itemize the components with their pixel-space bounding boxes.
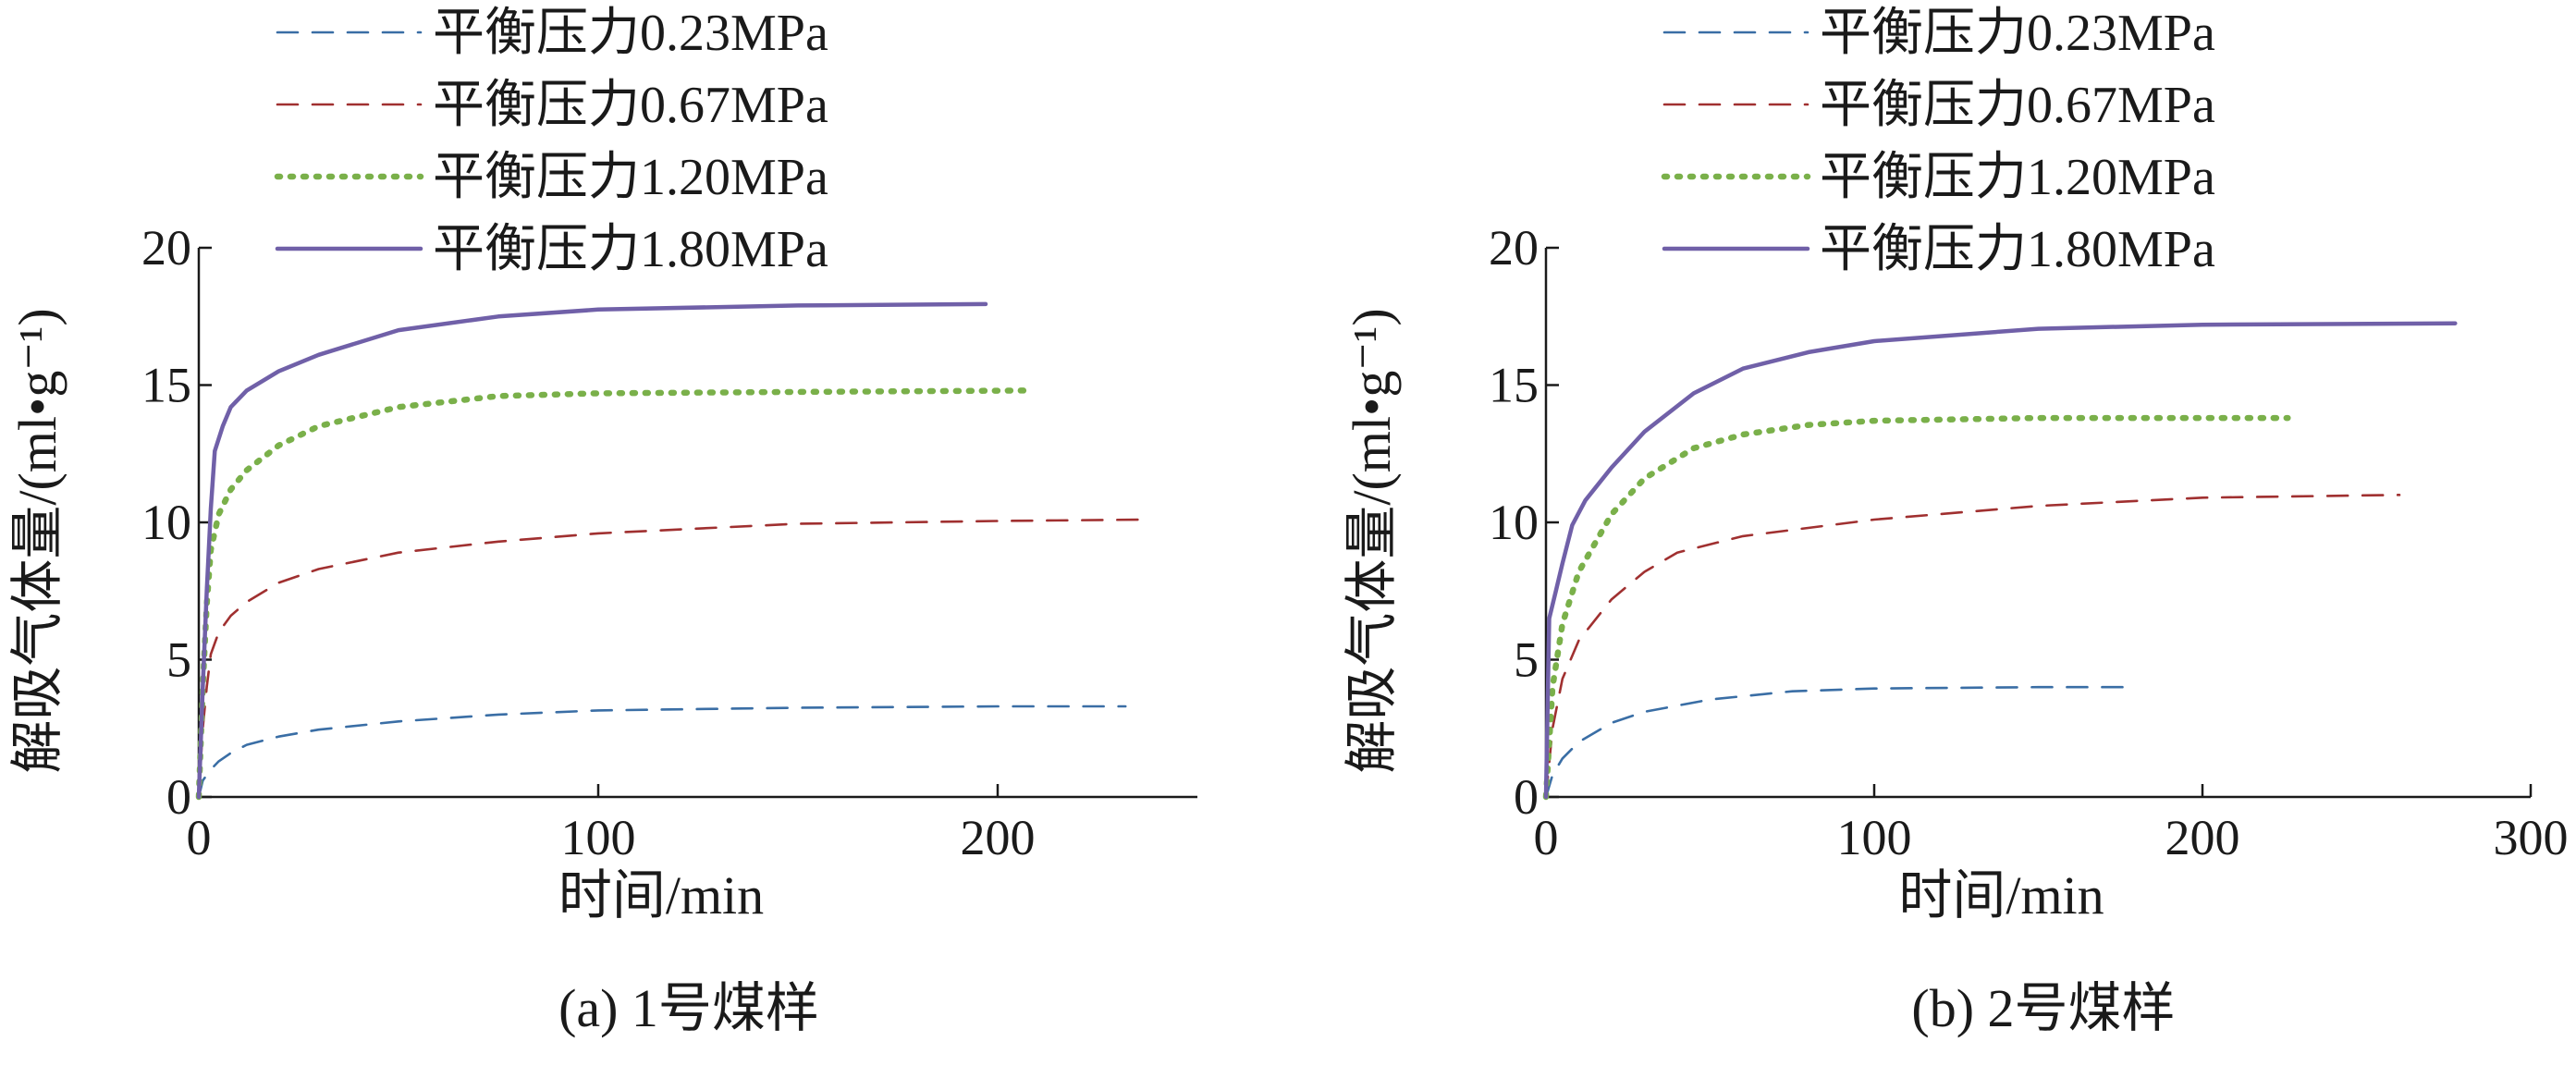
x-tick-label: 100 xyxy=(561,810,636,865)
series-line-2 xyxy=(197,518,1143,799)
legend-label-3: 平衡压力1.20MPa xyxy=(1820,149,2215,206)
x-tick-label: 0 xyxy=(187,810,212,865)
x-tick-label: 0 xyxy=(1534,810,1559,865)
x-tick-label: 100 xyxy=(1837,810,1912,865)
legend-label-1: 平衡压力0.23MPa xyxy=(433,5,828,62)
legend-label-2: 平衡压力0.67MPa xyxy=(1820,77,2215,134)
y-tick-label: 15 xyxy=(1489,358,1539,413)
legend-label-2: 平衡压力0.67MPa xyxy=(433,77,828,134)
x-tick-label: 200 xyxy=(961,810,1036,865)
chart-caption: (a) 1号煤样 xyxy=(558,978,819,1038)
y-tick-label: 5 xyxy=(1514,632,1539,688)
y-tick-label: 5 xyxy=(166,632,191,688)
series-line-2 xyxy=(1544,494,2401,799)
y-tick-label: 15 xyxy=(141,358,191,413)
legend-label-4: 平衡压力1.80MPa xyxy=(433,221,828,278)
legend-label-1: 平衡压力0.23MPa xyxy=(1820,5,2215,62)
x-tick-label: 300 xyxy=(2494,810,2569,865)
y-tick-label: 0 xyxy=(1514,769,1539,825)
y-axis-title: 解吸气体量/(ml•g⁻¹) xyxy=(1342,308,1402,773)
y-axis-title: 解吸气体量/(ml•g⁻¹) xyxy=(7,308,67,773)
y-tick-label: 20 xyxy=(1489,220,1539,276)
chart-caption: (b) 2号煤样 xyxy=(1911,978,2175,1038)
y-tick-label: 0 xyxy=(166,769,191,825)
legend-label-4: 平衡压力1.80MPa xyxy=(1820,221,2215,278)
series-line-4 xyxy=(196,301,988,800)
series-line-3 xyxy=(195,387,1029,801)
series-line-1 xyxy=(1544,685,2139,799)
y-tick-label: 10 xyxy=(141,495,191,550)
x-axis-title: 时间/min xyxy=(1898,865,2104,925)
series-line-4 xyxy=(1543,321,2458,800)
x-axis-title: 时间/min xyxy=(558,865,764,925)
series-line-3 xyxy=(1542,414,2291,801)
legend-label-3: 平衡压力1.20MPa xyxy=(433,149,828,206)
y-tick-label: 20 xyxy=(141,220,191,276)
x-tick-label: 200 xyxy=(2165,810,2240,865)
y-tick-label: 10 xyxy=(1489,495,1539,550)
